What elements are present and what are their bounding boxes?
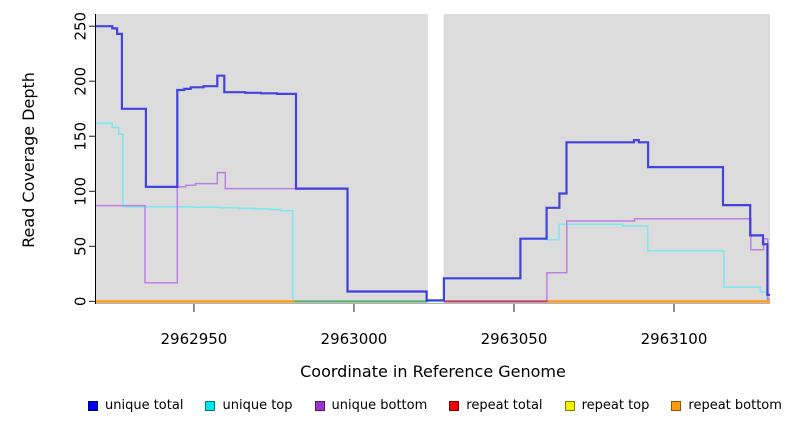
plot-layer: 0 50 100 150 200 250 2962950 2963000 2963050 2963… xyxy=(72,12,770,348)
legend-label: repeat bottom xyxy=(688,398,782,413)
legend-label: unique total xyxy=(105,398,184,413)
y-tick-label: 150 xyxy=(72,122,90,151)
x-tick-label: 2963000 xyxy=(321,330,388,348)
unique-total-swatch-icon xyxy=(88,400,98,411)
legend-label: unique top xyxy=(222,398,293,413)
y-tick-label: 50 xyxy=(72,237,90,256)
series-unique-total-line xyxy=(96,25,770,302)
x-tick-label: 2963050 xyxy=(481,330,548,348)
y-tick-label: 200 xyxy=(72,67,90,96)
y-tick-label: 250 xyxy=(72,12,90,41)
legend: unique total unique top unique bottom re… xyxy=(0,398,792,413)
x-tick-label: 2963100 xyxy=(641,330,708,348)
unique-top-swatch-icon xyxy=(205,400,216,411)
x-tick-label: 2962950 xyxy=(161,330,228,348)
repeat-bottom-swatch-icon xyxy=(671,400,682,411)
legend-item-repeat-bottom: repeat bottom xyxy=(671,398,782,413)
legend-label: repeat top xyxy=(581,398,650,413)
repeat-total-swatch-icon xyxy=(449,400,460,411)
legend-item-unique-bottom: unique bottom xyxy=(314,398,428,413)
legend-item-repeat-total: repeat total xyxy=(449,398,543,413)
y-tick-label: 100 xyxy=(72,177,90,206)
repeat-top-swatch-icon xyxy=(564,400,575,411)
x-axis-title: Coordinate in Reference Genome xyxy=(300,362,566,381)
series-unique-top-line xyxy=(96,122,770,303)
gap-band xyxy=(427,14,444,303)
y-axis-title: Read Coverage Depth xyxy=(19,72,38,248)
legend-label: unique bottom xyxy=(331,398,428,413)
legend-item-repeat-top: repeat top xyxy=(564,398,650,413)
legend-item-unique-total: unique total xyxy=(88,398,183,413)
coverage-chart: 0 50 100 150 200 250 2962950 2963000 2963050 2963… xyxy=(19,12,770,381)
y-tick-label: 0 xyxy=(72,297,90,307)
legend-label: repeat total xyxy=(466,398,543,413)
legend-item-unique-top: unique top xyxy=(205,398,293,413)
unique-bottom-swatch-icon xyxy=(314,400,325,411)
